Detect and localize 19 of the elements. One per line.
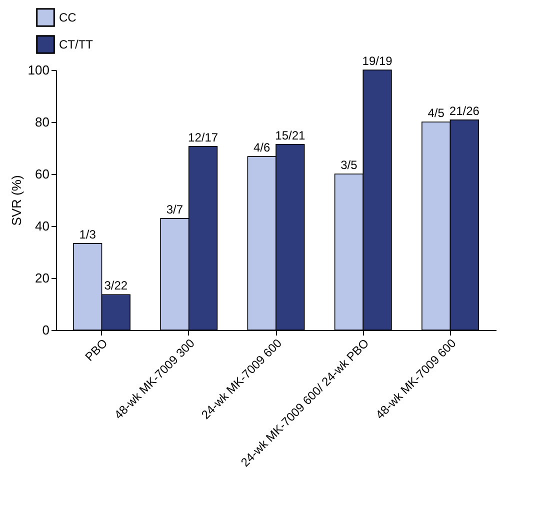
annotation: 15/21 <box>275 128 306 142</box>
annotation: 3/7 <box>166 202 184 216</box>
y-tick-label: 40 <box>35 218 50 234</box>
annotation: 19/19 <box>362 54 393 68</box>
legend-label: CT/TT <box>59 38 94 52</box>
y-axis-title: SVR (%) <box>8 175 24 226</box>
y-tick-label: 100 <box>28 62 50 78</box>
annotation: 12/17 <box>188 130 218 144</box>
annotation: 4/6 <box>254 140 271 155</box>
legend-label: CC <box>59 10 77 24</box>
y-tick-label: 60 <box>35 166 50 182</box>
y-tick-label: 0 <box>42 322 50 338</box>
y-tick-label: 20 <box>35 270 50 286</box>
annotation: 3/22 <box>104 278 128 293</box>
annotation: 4/5 <box>428 106 445 120</box>
annotation: 1/3 <box>79 227 96 242</box>
annotation: 3/5 <box>340 158 358 172</box>
annotation: 21/26 <box>449 104 480 118</box>
y-tick-label: 80 <box>35 114 50 130</box>
